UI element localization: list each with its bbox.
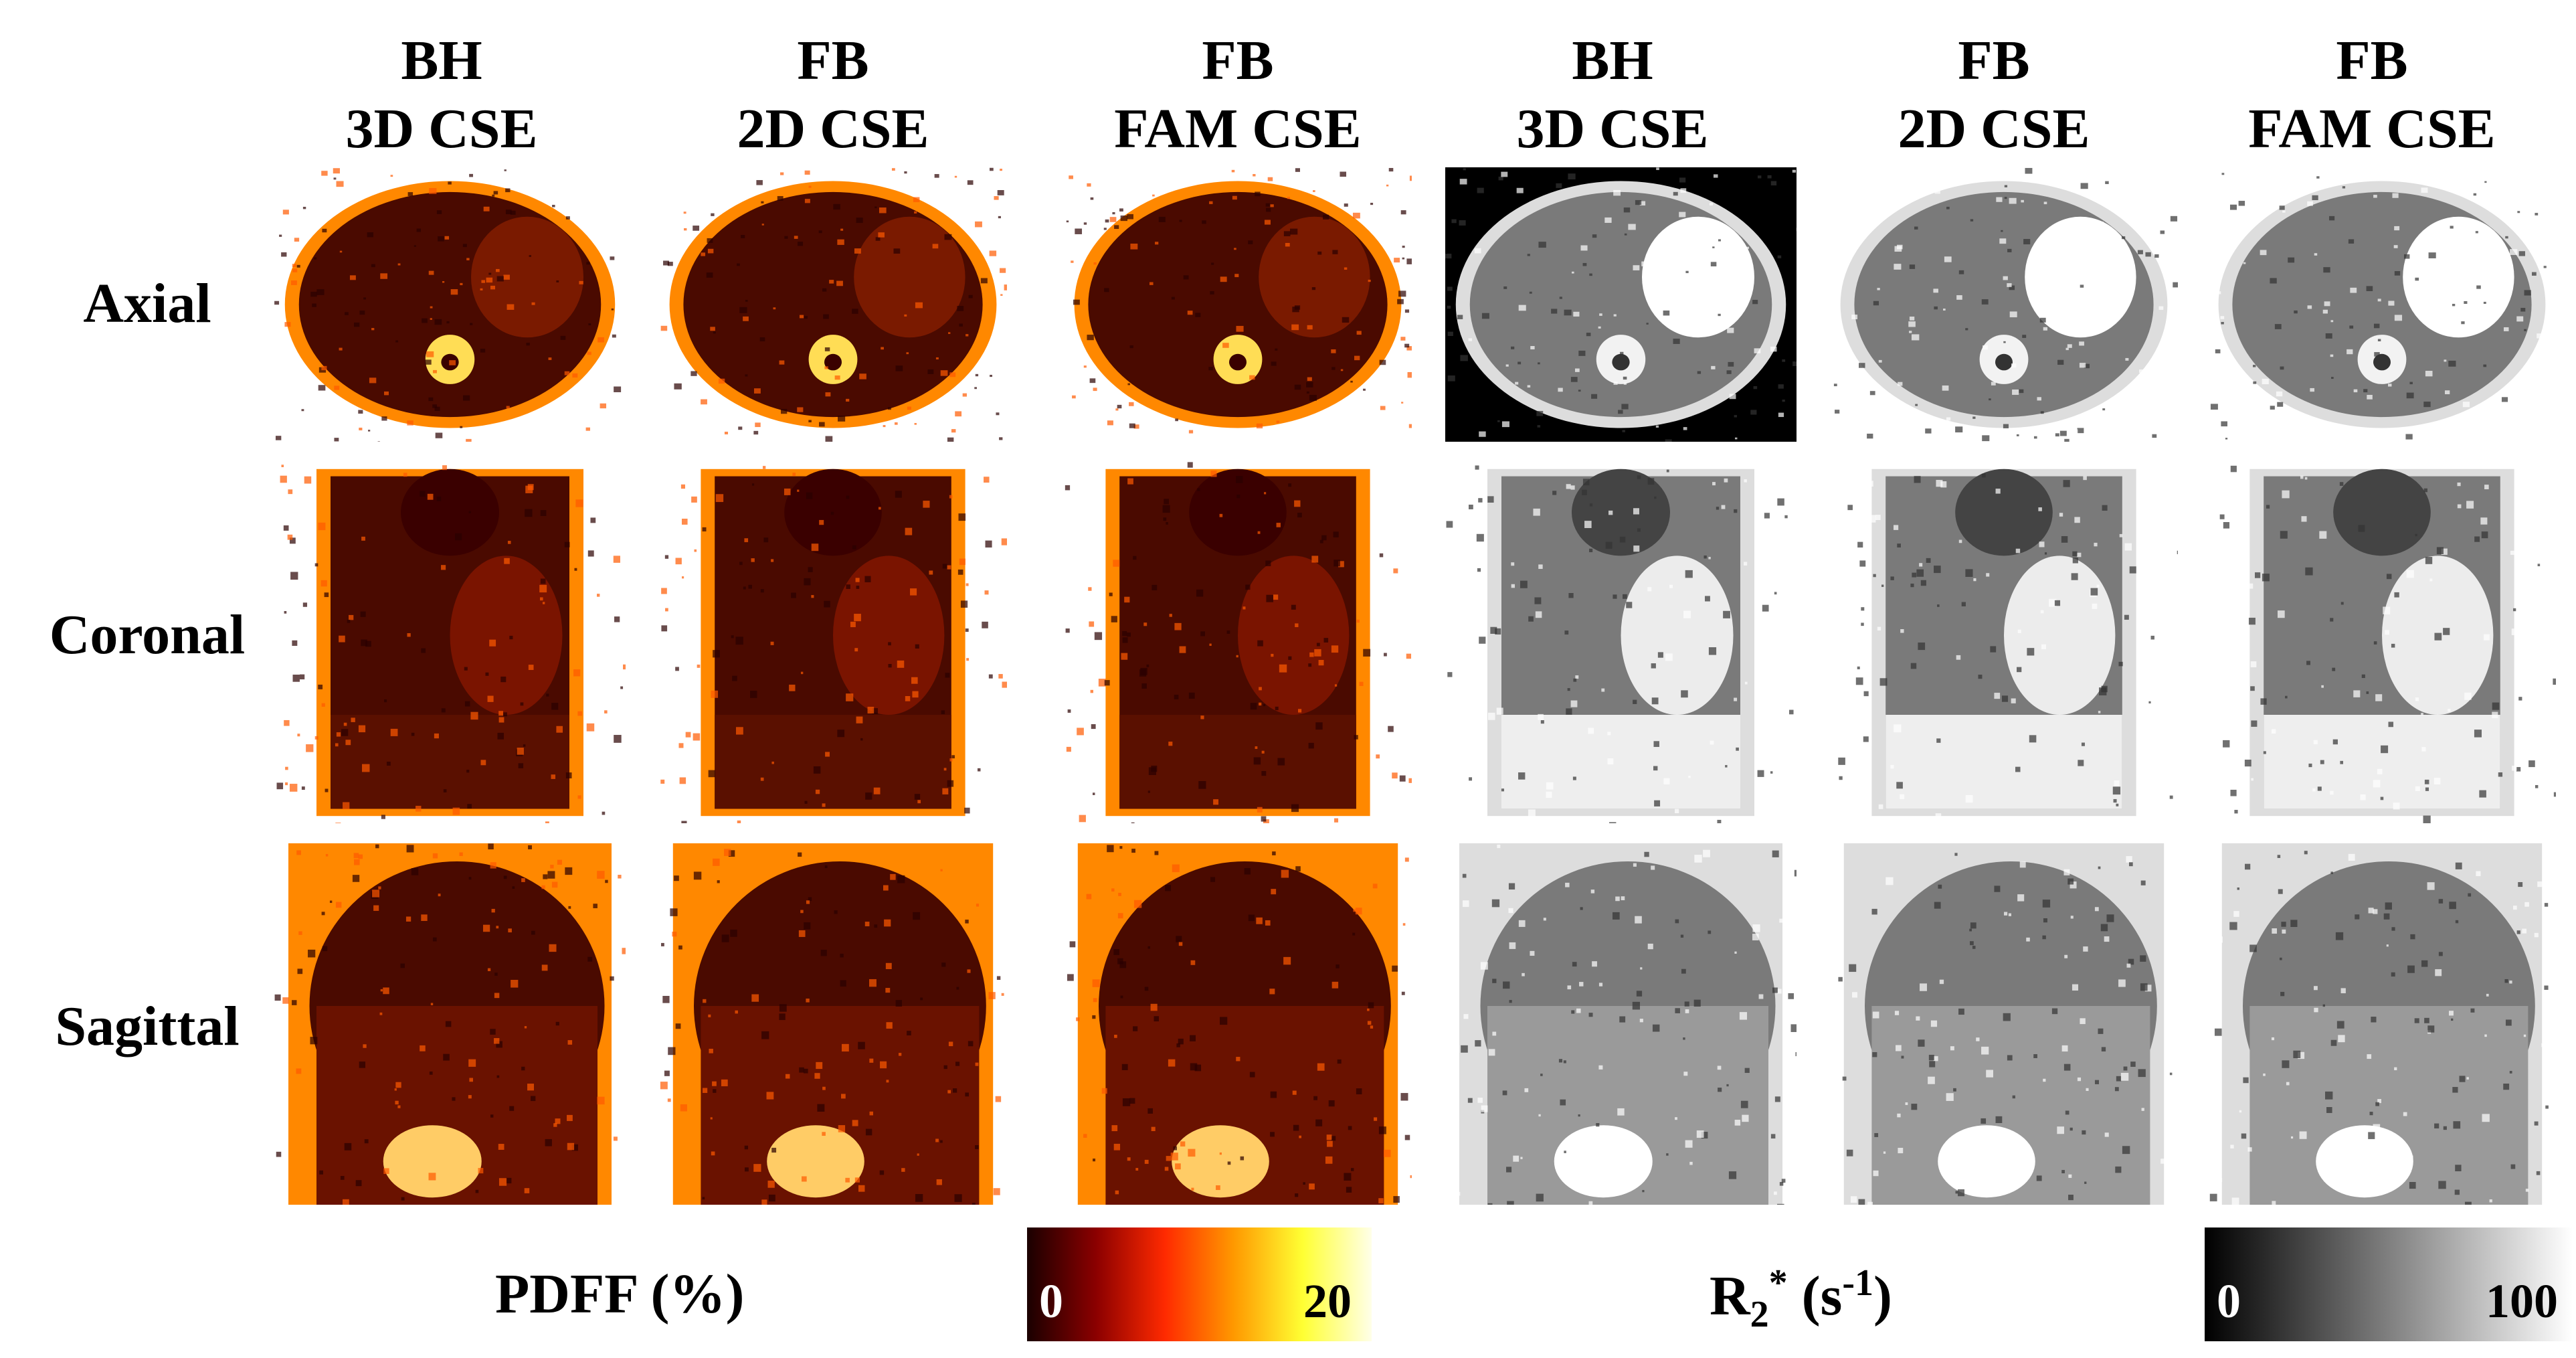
r2-colorbar-min: 0	[2217, 1274, 2241, 1328]
map-pdff-coronal-col3	[1064, 462, 1412, 823]
r2-label-unit-pre: (s	[1787, 1265, 1843, 1327]
column-header-6-line2: FAM CSE	[2248, 98, 2496, 160]
r2-label-sub: 2	[1750, 1293, 1769, 1335]
map-r2-coronal-col4	[1445, 462, 1797, 823]
map-r2-axial-col4	[1445, 167, 1797, 442]
column-header-1-line2: 3D CSE	[345, 98, 538, 160]
map-pdff-coronal-col2	[659, 462, 1007, 823]
column-header-4: BH 3D CSE	[1439, 27, 1786, 163]
map-pdff-sagittal-col2	[659, 843, 1007, 1205]
r2-label-unit-sup: -1	[1842, 1262, 1873, 1304]
pdff-colorbar-label: PDFF (%)	[495, 1263, 745, 1325]
pdff-colorbar: 0 20	[1027, 1227, 1372, 1341]
map-r2-sagittal-col6	[2208, 843, 2556, 1205]
map-pdff-coronal-col1	[274, 462, 626, 823]
map-pdff-axial-col3	[1064, 167, 1412, 442]
column-header-5: FB 2D CSE	[1820, 27, 2168, 163]
column-header-3: FB FAM CSE	[1064, 27, 1412, 163]
map-pdff-sagittal-col1	[274, 843, 626, 1205]
column-header-6-line1: FB	[2336, 29, 2408, 92]
pdff-colorbar-min: 0	[1039, 1274, 1063, 1328]
column-header-2-line2: 2D CSE	[737, 98, 929, 160]
column-header-5-line1: FB	[1958, 29, 2030, 92]
r2-colorbar-max: 100	[2486, 1274, 2558, 1328]
column-header-6: FB FAM CSE	[2198, 27, 2546, 163]
map-pdff-axial-col2	[659, 167, 1007, 442]
column-header-4-line2: 3D CSE	[1516, 98, 1709, 160]
r2-label-unit-post: )	[1873, 1265, 1892, 1327]
map-pdff-sagittal-col3	[1064, 843, 1412, 1205]
map-r2-coronal-col6	[2208, 462, 2556, 823]
row-label-coronal: Coronal	[49, 604, 246, 666]
r2-label-sup: *	[1768, 1262, 1788, 1304]
column-header-2: FB 2D CSE	[659, 27, 1007, 163]
column-header-3-line1: FB	[1202, 29, 1274, 92]
column-header-2-line1: FB	[797, 29, 869, 92]
map-r2-axial-col5	[1830, 167, 2178, 442]
row-label-sagittal: Sagittal	[55, 995, 240, 1057]
map-r2-axial-col6	[2208, 167, 2556, 442]
column-header-1-line1: BH	[401, 29, 482, 92]
map-r2-sagittal-col5	[1830, 843, 2178, 1205]
r2-label-main: R	[1710, 1265, 1750, 1327]
r2-colorbar: 0 100	[2205, 1227, 2573, 1341]
column-header-3-line2: FAM CSE	[1114, 98, 1362, 160]
map-pdff-axial-col1	[274, 167, 626, 442]
map-r2-coronal-col5	[1830, 462, 2178, 823]
pdff-colorbar-max: 20	[1303, 1274, 1352, 1328]
r2-colorbar-label: R2* (s-1)	[1710, 1262, 1892, 1336]
map-r2-sagittal-col4	[1445, 843, 1797, 1205]
row-label-axial: Axial	[83, 272, 211, 335]
column-header-4-line1: BH	[1572, 29, 1653, 92]
column-header-1: BH 3D CSE	[268, 27, 616, 163]
column-header-5-line2: 2D CSE	[1898, 98, 2090, 160]
